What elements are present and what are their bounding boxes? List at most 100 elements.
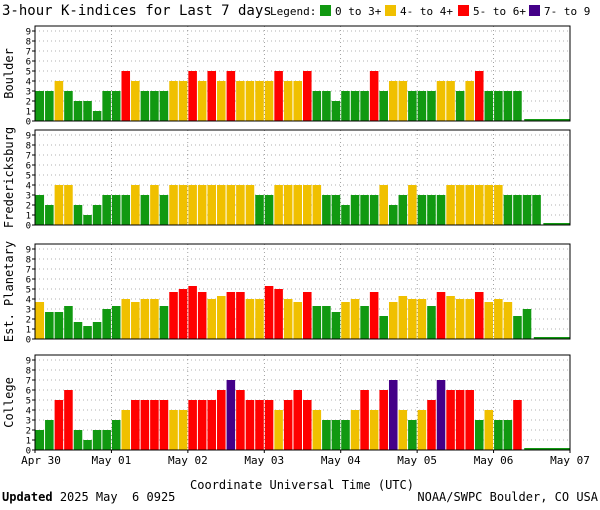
k-index-bar: [427, 306, 436, 339]
k-index-bar: [398, 81, 408, 121]
k-index-bar: [303, 400, 312, 450]
k-index-bar: [369, 71, 379, 121]
k-index-bar: [188, 185, 197, 225]
k-index-bar: [503, 420, 513, 450]
y-tick-label: 3: [26, 192, 31, 202]
y-tick-label: 6: [26, 387, 31, 397]
k-index-bar: [150, 299, 159, 339]
k-index-bar: [293, 81, 302, 121]
y-tick-label: 8: [26, 256, 31, 266]
k-index-bar: [322, 306, 331, 339]
k-index-bar: [131, 302, 140, 339]
k-index-bar: [178, 410, 188, 450]
k-index-bar: [217, 390, 226, 450]
k-index-bar: [131, 185, 140, 225]
k-index-bar: [398, 410, 408, 450]
k-index-bar: [303, 71, 312, 121]
y-tick-label: 5: [26, 397, 31, 407]
y-tick-label: 9: [26, 357, 31, 367]
y-tick-label: 9: [26, 246, 31, 256]
k-index-bar: [83, 440, 92, 450]
k-index-bar: [35, 195, 45, 225]
x-tick-label: May 07: [550, 454, 590, 467]
k-index-bar: [379, 390, 388, 450]
k-index-bar: [121, 195, 131, 225]
k-index-bar: [207, 299, 217, 339]
y-tick-label: 2: [26, 98, 31, 108]
k-index-bar: [388, 302, 398, 339]
k-index-bar: [121, 410, 131, 450]
legend-entry-1: 0 to 3+: [335, 5, 382, 18]
k-index-bar: [474, 71, 484, 121]
k-index-bar: [322, 420, 331, 450]
k-index-bar: [331, 195, 341, 225]
k-index-bar: [369, 410, 379, 450]
k-index-bar: [54, 185, 64, 225]
panels: 0123456789Boulder0123456789Fredericksbur…: [2, 25, 571, 457]
chart-title: 3-hour K-indices for Last 7 days: [2, 3, 272, 19]
k-index-bar: [92, 205, 102, 225]
k-index-bar: [102, 430, 111, 450]
panel-frame: [34, 25, 571, 122]
k-index-bar: [283, 299, 293, 339]
k-index-bar: [121, 299, 131, 339]
k-index-bar: [484, 302, 494, 339]
k-index-bar: [446, 390, 455, 450]
panel-label: College: [2, 377, 16, 428]
k-index-bar: [484, 91, 494, 121]
k-index-bar: [169, 292, 178, 339]
legend-swatch-3: [458, 5, 469, 16]
k-index-bar: [245, 81, 255, 121]
k-index-bar: [436, 81, 446, 121]
k-index-bar: [369, 292, 379, 339]
y-tick-label: 2: [26, 427, 31, 437]
footer-updated: Updated 2025 May 6 0925: [2, 490, 175, 504]
k-index-bar: [331, 312, 341, 339]
k-index-bar: [111, 306, 121, 339]
k-index-bar: [379, 316, 388, 339]
k-index-bar: [474, 185, 484, 225]
y-tick-label: 3: [26, 306, 31, 316]
k-index-bar: [264, 81, 274, 121]
k-index-bar: [408, 299, 417, 339]
k-index-bar: [54, 81, 64, 121]
k-index-bar: [360, 390, 369, 450]
k-index-bar: [140, 400, 150, 450]
y-tick-label: 6: [26, 58, 31, 68]
k-index-bar: [121, 71, 131, 121]
k-index-bar: [131, 400, 140, 450]
x-tick-label: May 06: [474, 454, 514, 467]
k-index-bar: [255, 81, 264, 121]
k-index-bar: [350, 91, 360, 121]
y-tick-label: 5: [26, 286, 31, 296]
k-index-bar: [455, 299, 465, 339]
k-index-bar: [360, 195, 369, 225]
legend-label: Legend:: [270, 5, 316, 18]
k-index-bar: [398, 195, 408, 225]
k-index-bar: [417, 91, 427, 121]
k-index-bar: [188, 71, 197, 121]
k-index-bar: [226, 380, 236, 450]
y-tick-label: 9: [26, 28, 31, 38]
y-tick-label: 8: [26, 142, 31, 152]
k-index-bar: [45, 420, 54, 450]
k-index-bar: [503, 91, 513, 121]
k-index-bar: [388, 380, 398, 450]
k-index-bar: [513, 400, 522, 450]
k-index-bar: [446, 185, 455, 225]
legend-swatch-2: [385, 5, 396, 16]
k-index-bar: [331, 101, 341, 121]
k-index-bar: [312, 410, 322, 450]
k-index-bar: [217, 296, 226, 339]
k-index-bar: [45, 205, 54, 225]
k-index-bar: [92, 430, 102, 450]
k-index-bar: [388, 81, 398, 121]
x-axis-label: Coordinate Universal Time (UTC): [190, 478, 414, 492]
updated-timestamp: 2025 May 6 0925: [59, 490, 176, 504]
x-axis-tick-labels: Apr 30 May 01 May 02 May 03 May 04 May 05 May …: [21, 450, 590, 467]
k-index-bar: [417, 195, 427, 225]
k-index-bar: [455, 390, 465, 450]
k-index-bar: [111, 91, 121, 121]
